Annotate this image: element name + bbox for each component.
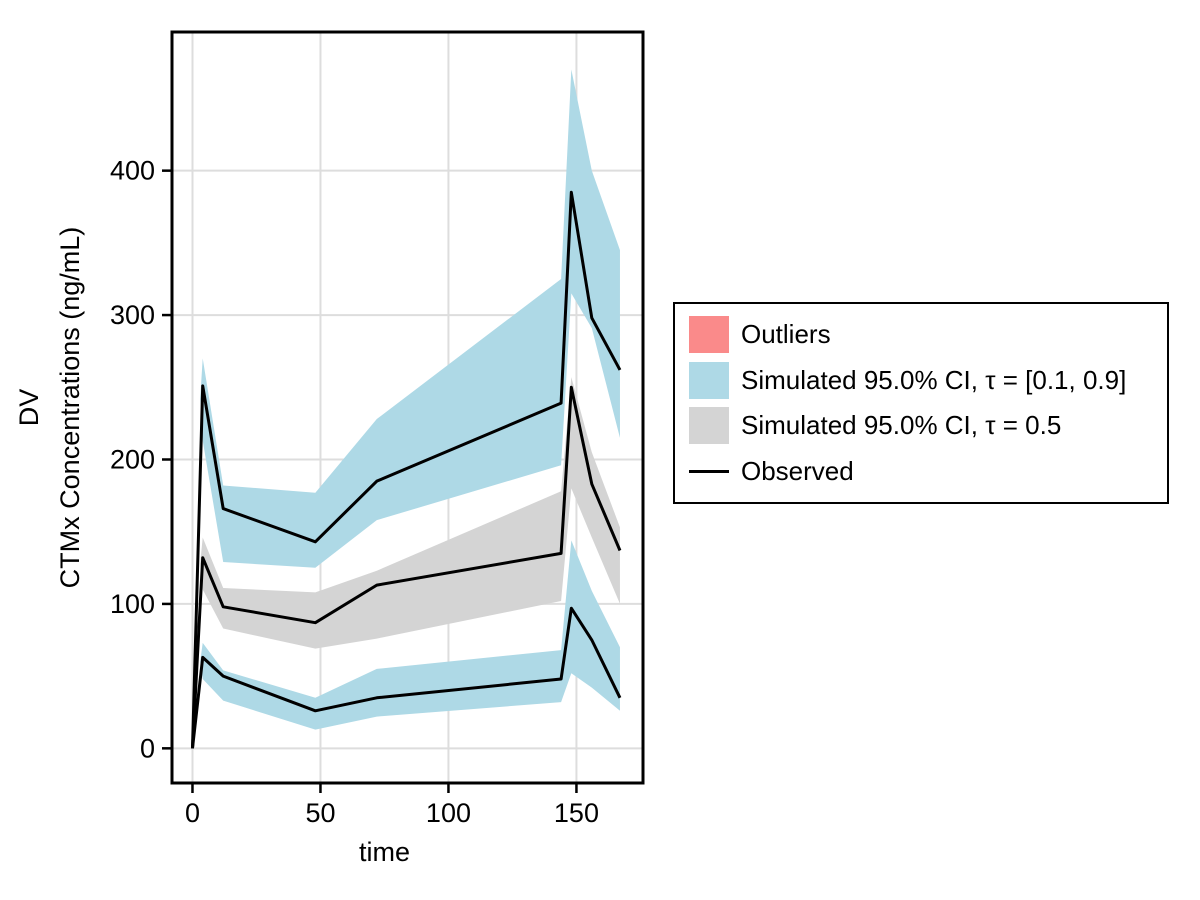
observed-line-icon bbox=[689, 453, 729, 490]
y-tick-label: 400 bbox=[110, 156, 155, 186]
legend-label-outliers: Outliers bbox=[741, 319, 831, 349]
outliers-swatch-icon bbox=[689, 316, 729, 353]
x-tick-label: 0 bbox=[185, 798, 200, 828]
observed-q10-line bbox=[190, 606, 622, 749]
legend-label-observed: Observed bbox=[741, 455, 854, 486]
y-tick-label: 200 bbox=[110, 444, 155, 474]
y-axis-label-dv: DV bbox=[14, 389, 44, 427]
y-tick-label: 300 bbox=[110, 300, 155, 330]
y-tick-label: 0 bbox=[140, 733, 155, 763]
simulated-ci-tau-0.9-band bbox=[200, 69, 620, 568]
legend: Outliers Simulated 95.0% CI, τ = [0.1, 0… bbox=[673, 302, 1169, 504]
plot-frame bbox=[170, 30, 645, 785]
x-axis-label: time bbox=[359, 837, 410, 867]
legend-label-ci-median: Simulated 95.0% CI, τ = 0.5 bbox=[741, 410, 1062, 441]
x-tick-label: 150 bbox=[554, 798, 599, 828]
y-axis-label-concentrations: CTMx Concentrations (ng/mL) bbox=[55, 227, 85, 589]
legend-item-ci-median: Simulated 95.0% CI, τ = 0.5 bbox=[689, 407, 1153, 445]
x-tick-label: 50 bbox=[305, 798, 335, 828]
legend-item-outliers: Outliers bbox=[689, 316, 1153, 353]
ci-outer-swatch-icon bbox=[689, 361, 729, 399]
legend-label-ci-outer: Simulated 95.0% CI, τ = [0.1, 0.9] bbox=[741, 364, 1127, 395]
x-tick-label: 100 bbox=[426, 798, 471, 828]
legend-item-observed: Observed bbox=[689, 453, 1153, 490]
observed-q50-line bbox=[190, 385, 622, 749]
y-tick-label: 100 bbox=[110, 589, 155, 619]
simulated-ci-tau-0.5-band bbox=[200, 377, 620, 649]
ci-median-swatch-icon bbox=[689, 407, 729, 445]
legend-item-ci-outer: Simulated 95.0% CI, τ = [0.1, 0.9] bbox=[689, 361, 1153, 399]
observed-q90-line bbox=[190, 190, 622, 749]
